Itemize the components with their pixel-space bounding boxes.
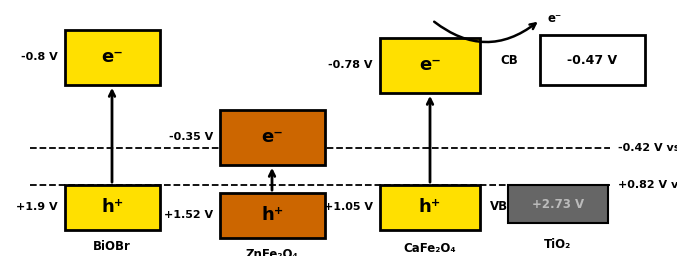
Text: +1.9 V: +1.9 V bbox=[16, 202, 58, 212]
FancyBboxPatch shape bbox=[220, 193, 325, 238]
Text: +1.52 V: +1.52 V bbox=[164, 210, 213, 220]
Text: -0.35 V: -0.35 V bbox=[169, 132, 213, 142]
FancyBboxPatch shape bbox=[508, 185, 608, 223]
Text: +0.82 V vs NHE: +0.82 V vs NHE bbox=[618, 180, 677, 190]
FancyBboxPatch shape bbox=[380, 185, 480, 230]
FancyBboxPatch shape bbox=[540, 35, 645, 85]
Text: -0.47 V: -0.47 V bbox=[567, 54, 617, 67]
Text: h⁺: h⁺ bbox=[102, 198, 124, 217]
Text: +1.05 V: +1.05 V bbox=[324, 202, 373, 212]
FancyBboxPatch shape bbox=[380, 38, 480, 93]
Text: e⁻: e⁻ bbox=[261, 129, 284, 146]
Text: -0.8 V: -0.8 V bbox=[21, 52, 58, 62]
Text: h⁺: h⁺ bbox=[419, 198, 441, 217]
Text: ZnFe₂O₄: ZnFe₂O₄ bbox=[246, 248, 299, 256]
Text: CaFe₂O₄: CaFe₂O₄ bbox=[403, 242, 456, 255]
Text: TiO₂: TiO₂ bbox=[544, 238, 571, 251]
Text: e⁻: e⁻ bbox=[419, 57, 441, 74]
Text: -0.78 V: -0.78 V bbox=[328, 60, 373, 70]
Text: CB: CB bbox=[500, 54, 518, 67]
Text: VB: VB bbox=[490, 200, 508, 214]
Text: e⁻: e⁻ bbox=[548, 12, 563, 25]
Text: +2.73 V: +2.73 V bbox=[532, 197, 584, 210]
Text: -0.42 V vs NHE: -0.42 V vs NHE bbox=[618, 143, 677, 153]
Text: e⁻: e⁻ bbox=[102, 48, 123, 67]
FancyBboxPatch shape bbox=[220, 110, 325, 165]
Text: BiOBr: BiOBr bbox=[93, 240, 131, 253]
Text: h⁺: h⁺ bbox=[261, 207, 284, 225]
FancyBboxPatch shape bbox=[65, 185, 160, 230]
FancyBboxPatch shape bbox=[65, 30, 160, 85]
